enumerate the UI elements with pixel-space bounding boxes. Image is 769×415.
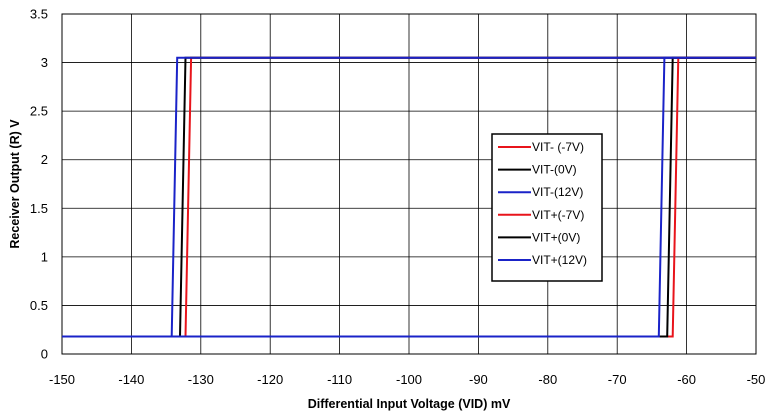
series-layer xyxy=(62,56,756,338)
x-gridlines xyxy=(130,14,687,354)
x-tick-label: -80 xyxy=(538,372,557,387)
x-tick-label: -70 xyxy=(608,372,627,387)
y-tick-label: 3 xyxy=(41,55,48,70)
legend-label-5: VIT+(0V) xyxy=(532,230,580,244)
legend-label-6: VIT+(12V) xyxy=(532,253,587,267)
x-tick-label: -130 xyxy=(188,372,214,387)
y-tick-label: 0.5 xyxy=(30,298,48,313)
x-tick-labels: -150 -140 -130 -120 -110 -100 -90 -80 -70 -60 -50 xyxy=(49,372,765,387)
x-tick-label: -120 xyxy=(257,372,283,387)
x-tick-label: -50 xyxy=(747,372,766,387)
series-line-6 xyxy=(62,56,756,338)
y-tick-labels: 0 0.5 1 1.5 2 2.5 3 3.5 xyxy=(30,7,48,362)
legend-label-3: VIT-(12V) xyxy=(532,185,583,199)
y-tick-label: 1 xyxy=(41,249,48,264)
y-tick-label: 3.5 xyxy=(30,7,48,22)
x-tick-label: -100 xyxy=(396,372,422,387)
x-tick-label: -140 xyxy=(118,372,144,387)
x-tick-label: -110 xyxy=(327,372,352,387)
legend-items: VIT- (-7V) VIT-(0V) VIT-(12V) VIT+(-7V) VIT+… xyxy=(498,140,587,267)
legend: VIT- (-7V) VIT-(0V) VIT-(12V) VIT+(-7V) VIT+… xyxy=(491,133,603,282)
legend-label-2: VIT-(0V) xyxy=(532,163,577,177)
x-tick-label: -60 xyxy=(677,372,696,387)
y-tick-label: 2.5 xyxy=(30,104,48,119)
x-axis-title: Differential Input Voltage (VID) mV xyxy=(308,397,511,411)
y-tick-label: 0 xyxy=(41,347,48,362)
legend-label-1: VIT- (-7V) xyxy=(532,140,584,154)
y-gridlines xyxy=(62,62,756,306)
y-axis-title: Receiver Output (R) V xyxy=(8,119,22,249)
x-tick-label: -90 xyxy=(469,372,488,387)
legend-label-4: VIT+(-7V) xyxy=(532,208,584,222)
y-tick-label: 2 xyxy=(41,152,48,167)
legend-box xyxy=(491,133,603,282)
x-tick-label: -150 xyxy=(49,372,75,387)
y-tick-label: 1.5 xyxy=(30,201,48,216)
